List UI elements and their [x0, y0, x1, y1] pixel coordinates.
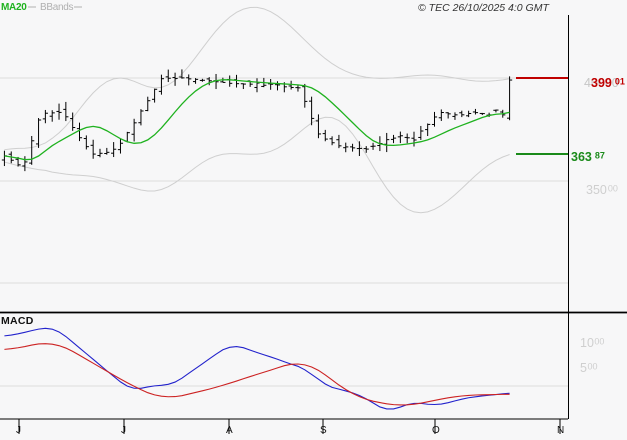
svg-text:O: O [432, 425, 440, 436]
svg-text:S: S [320, 425, 327, 436]
svg-text:© TEC 26/10/2025 4:0 GMT: © TEC 26/10/2025 4:0 GMT [418, 2, 550, 14]
svg-text:MA20: MA20 [1, 2, 27, 13]
svg-text:MACD: MACD [1, 315, 34, 327]
svg-text:A: A [226, 425, 233, 436]
svg-text:J: J [121, 425, 126, 436]
svg-text:N: N [557, 425, 564, 436]
svg-text:BBands: BBands [40, 2, 74, 13]
svg-text:J: J [16, 425, 21, 436]
